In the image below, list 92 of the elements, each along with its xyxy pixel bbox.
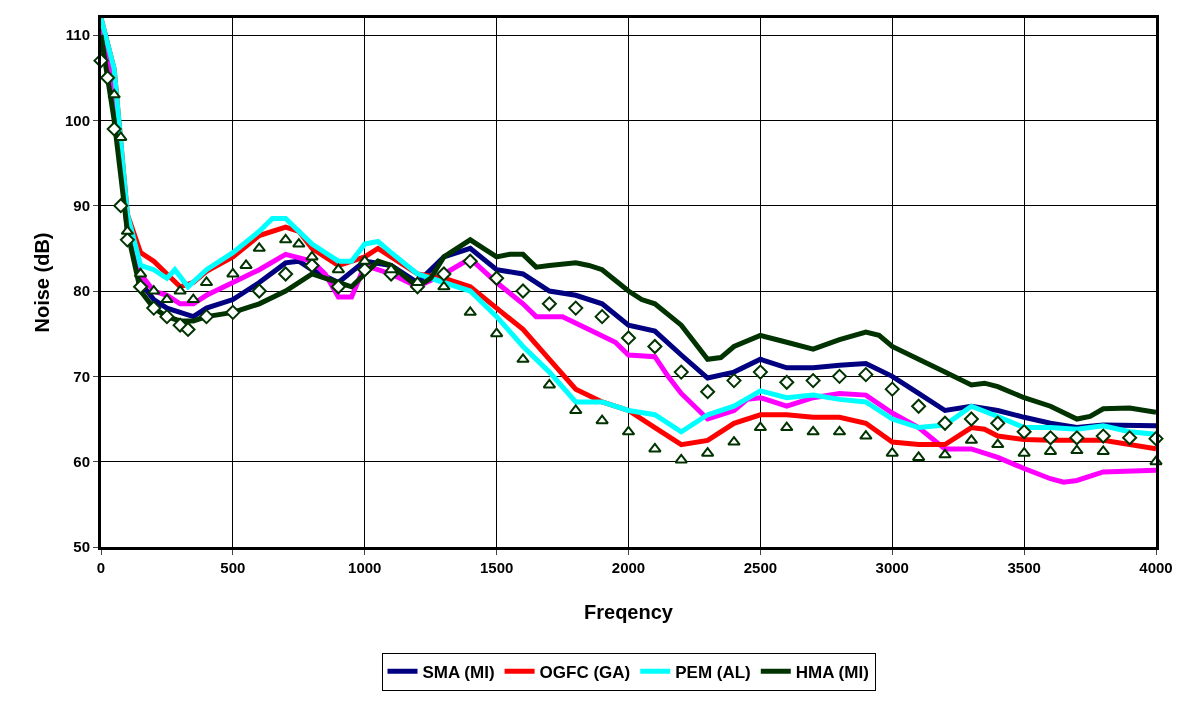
point <box>621 330 636 346</box>
point <box>305 250 319 261</box>
point <box>859 430 873 440</box>
legend-label: HMA (MI) <box>795 662 869 682</box>
point <box>568 300 584 316</box>
y-tick-label: 60 <box>73 452 90 470</box>
point <box>963 411 979 427</box>
point <box>805 373 821 389</box>
point <box>278 233 293 244</box>
point <box>160 293 174 304</box>
point <box>436 266 452 282</box>
x-tick-label: 1000 <box>348 559 382 576</box>
y-tick-label: 50 <box>73 538 90 556</box>
point <box>1095 428 1111 444</box>
y-tick-label: 80 <box>73 282 90 300</box>
point <box>806 425 820 436</box>
point <box>1017 447 1031 457</box>
point <box>832 368 847 384</box>
legend-label: OGFC (GA) <box>539 662 631 682</box>
point <box>357 262 373 278</box>
point <box>119 232 135 248</box>
point <box>594 309 610 325</box>
point <box>990 415 1006 431</box>
point <box>292 238 306 248</box>
point <box>990 438 1005 449</box>
x-tick-label: 3500 <box>1007 559 1041 576</box>
point <box>541 296 557 312</box>
point <box>186 293 201 304</box>
y-tick-label: 70 <box>73 367 90 385</box>
point <box>700 384 716 400</box>
point <box>726 373 742 389</box>
y-tick-label: 100 <box>64 111 90 129</box>
point <box>100 70 116 86</box>
point <box>647 338 663 354</box>
point <box>106 121 122 137</box>
point <box>673 364 689 380</box>
point <box>1016 424 1032 440</box>
point <box>199 309 214 325</box>
point <box>239 259 253 269</box>
point <box>489 270 505 286</box>
y-axis-title: Noise (dB) <box>31 232 53 333</box>
point <box>884 381 900 397</box>
point <box>180 321 196 337</box>
x-tick-label: 2500 <box>743 559 778 576</box>
point <box>516 353 530 363</box>
point <box>1070 444 1084 455</box>
point <box>489 327 504 338</box>
y-tick-label: 110 <box>65 26 90 44</box>
point <box>542 378 557 389</box>
point <box>595 414 609 425</box>
x-tick-label: 2000 <box>611 559 646 576</box>
point <box>779 374 795 390</box>
point <box>226 267 240 278</box>
x-tick-label: 1500 <box>479 559 514 576</box>
point <box>752 364 768 380</box>
point <box>779 421 794 432</box>
point <box>753 421 768 432</box>
point <box>278 266 294 282</box>
point <box>225 304 241 320</box>
point <box>437 280 451 291</box>
y-tick-label: 90 <box>73 196 90 214</box>
point <box>648 442 662 453</box>
point <box>330 279 346 295</box>
point <box>1043 430 1058 446</box>
point <box>911 398 927 414</box>
legend-label: SMA (MI) <box>422 662 495 682</box>
point <box>858 367 874 383</box>
point <box>1069 430 1085 446</box>
x-axis-title: Freqency <box>584 601 674 623</box>
point <box>674 453 689 464</box>
x-tick-label: 4000 <box>1139 559 1173 576</box>
point <box>621 425 636 436</box>
point <box>107 88 121 99</box>
point <box>173 285 187 295</box>
point <box>462 253 478 269</box>
legend-label: PEM (AL) <box>675 662 751 682</box>
point <box>937 415 953 431</box>
point <box>159 309 175 325</box>
point <box>938 448 952 459</box>
point <box>113 198 129 214</box>
point <box>832 425 847 436</box>
point <box>515 283 531 299</box>
point <box>133 267 148 278</box>
point <box>251 283 267 299</box>
point <box>146 300 162 316</box>
x-tick-label: 0 <box>96 559 106 576</box>
point <box>1122 430 1138 446</box>
x-tick-label: 500 <box>220 559 246 576</box>
point <box>133 279 149 295</box>
point <box>331 263 346 274</box>
point <box>727 436 741 446</box>
x-tick-label: 3000 <box>875 559 909 576</box>
